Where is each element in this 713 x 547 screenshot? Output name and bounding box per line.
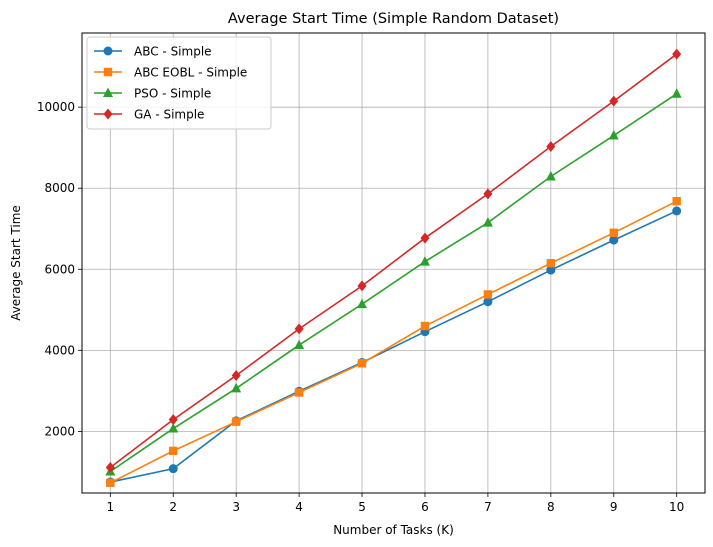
data-point: [672, 196, 681, 206]
data-point: [671, 88, 682, 98]
legend-label: ABC EOBL - Simple: [134, 66, 247, 80]
data-point: [231, 382, 242, 393]
data-point: [609, 228, 618, 238]
data-point: [672, 48, 682, 60]
data-point: [357, 359, 367, 368]
data-point: [231, 369, 241, 381]
x-tick-label: 8: [547, 500, 555, 514]
y-tick-label: 4000: [44, 343, 75, 357]
data-point: [545, 170, 556, 181]
x-tick-label: 10: [669, 500, 684, 514]
data-point: [546, 265, 556, 275]
legend-label: ABC - Simple: [134, 45, 212, 59]
data-point: [106, 478, 115, 488]
data-point: [105, 461, 115, 473]
data-point: [169, 446, 178, 456]
series-3: [105, 48, 682, 473]
legend: ABC - Simple ABC EOBL - Simple PSO - Simpl…: [86, 36, 272, 130]
x-tick-label: 7: [484, 500, 492, 514]
data-point: [294, 339, 305, 350]
data-point: [420, 232, 430, 244]
data-point: [357, 298, 368, 309]
legend-label: GA - Simple: [134, 108, 204, 122]
series-layer: [105, 48, 682, 488]
legend-marker: [103, 67, 113, 77]
legend-marker: [103, 87, 113, 97]
x-tick-label: 4: [295, 500, 303, 514]
data-point: [483, 290, 493, 299]
x-tick-label: 9: [610, 500, 618, 514]
x-tick-label: 6: [421, 500, 429, 514]
data-point: [419, 256, 430, 266]
series-line: [109, 93, 678, 473]
series-line: [110, 210, 678, 483]
legend-label: PSO - Simple: [134, 87, 211, 101]
data-point: [294, 388, 304, 397]
data-point: [608, 130, 619, 140]
data-point: [482, 217, 493, 227]
chart-title: Average Start Time (Simple Random Datase…: [228, 11, 559, 27]
x-tick-label: 1: [106, 500, 114, 514]
data-point: [609, 235, 619, 245]
series-line: [109, 200, 678, 484]
legend-marker: [103, 46, 113, 56]
legend-marker: [103, 108, 113, 120]
y-tick-label: 10000: [37, 100, 75, 114]
y-tick-label: 2000: [44, 424, 75, 438]
y-tick-label: 6000: [44, 262, 75, 276]
data-point: [546, 140, 556, 152]
data-point: [420, 321, 430, 331]
data-point: [546, 259, 556, 268]
series-1: [106, 196, 681, 488]
data-point: [483, 297, 493, 307]
data-point: [231, 417, 241, 426]
data-point: [294, 323, 304, 335]
y-axis-label: Average Start Time: [9, 205, 23, 321]
data-point: [609, 95, 619, 107]
data-point: [168, 414, 178, 426]
x-tick-label: 2: [169, 500, 177, 514]
y-tick-label: 8000: [44, 181, 75, 195]
axes: 1 2 3 4 5 6 7 8 9 10 2000 4000 6000 8000 10000: [37, 100, 685, 514]
data-point: [672, 206, 682, 216]
data-point: [483, 188, 493, 200]
data-point: [168, 423, 179, 433]
data-point: [168, 464, 178, 474]
plot-frame: [81, 32, 706, 494]
x-tick-label: 5: [358, 500, 366, 514]
legend-box: [86, 36, 272, 130]
x-axis-label: Number of Tasks (K): [333, 523, 454, 537]
x-tick-label: 3: [232, 500, 240, 514]
series-line: [109, 53, 678, 469]
data-point: [357, 280, 367, 292]
